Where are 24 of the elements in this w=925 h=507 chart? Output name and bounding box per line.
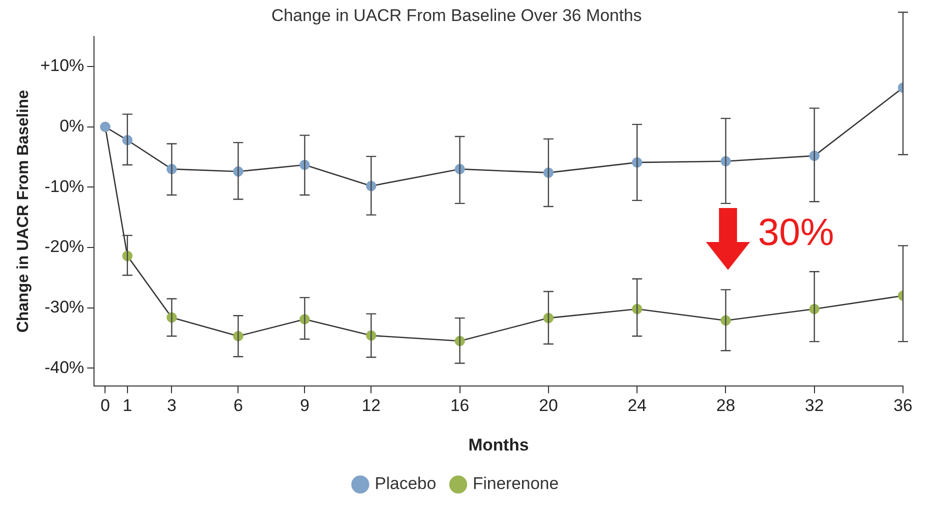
chart-title: Change in UACR From Baseline Over 36 Months [271, 6, 642, 25]
y-tick-label: -20% [44, 237, 84, 256]
y-axis-title: Change in UACR From Baseline [15, 90, 32, 333]
x-tick-label: 6 [233, 396, 243, 416]
x-tick-label: 16 [450, 396, 470, 416]
x-tick-label: 32 [804, 396, 824, 416]
x-tick-label: 24 [628, 396, 647, 416]
y-tick-label: 0% [60, 116, 84, 136]
legend-label: Finerenone [472, 474, 559, 494]
x-tick-label: 36 [894, 396, 912, 416]
x-tick-label: 1 [122, 396, 132, 416]
x-tick-label: 20 [538, 396, 558, 416]
legend-label: Placebo [374, 474, 436, 494]
y-tick-label: -40% [44, 358, 84, 377]
y-tick-label: -10% [44, 176, 84, 196]
x-tick-label: 9 [300, 396, 310, 416]
y-tick-label: -30% [44, 297, 84, 316]
x-tick-label: 28 [716, 396, 736, 416]
y-tick-label: +10% [40, 56, 84, 76]
x-axis-title: Months [468, 435, 529, 454]
x-tick-label: 0 [100, 396, 110, 416]
x-tick-label: 12 [362, 396, 381, 416]
x-tick-label: 3 [166, 396, 176, 416]
annotation: 30% [758, 212, 834, 255]
